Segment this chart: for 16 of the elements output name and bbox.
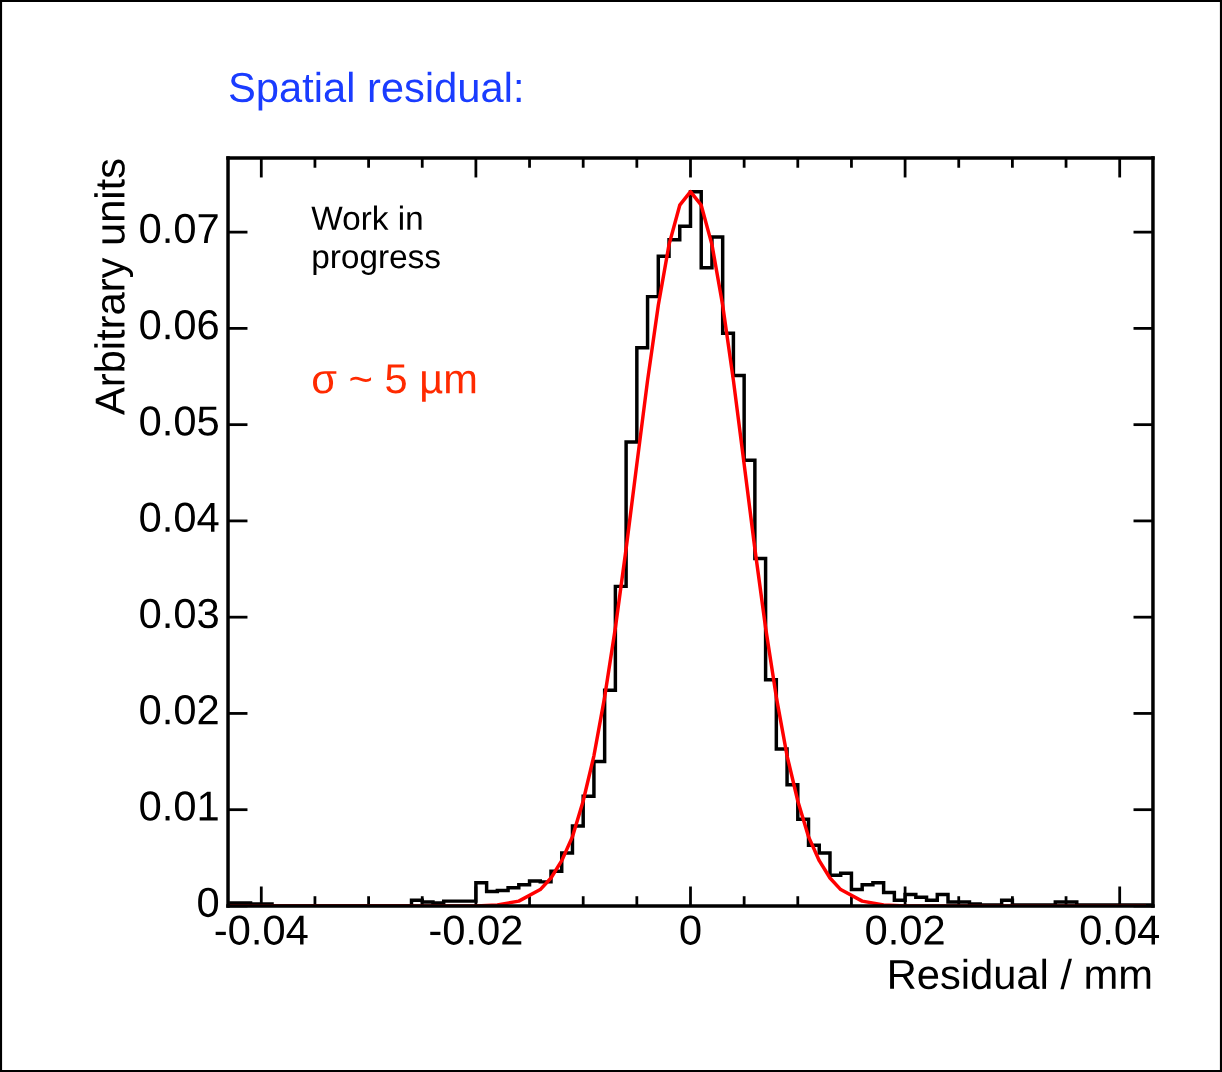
y-tick-label: 0.07	[140, 213, 218, 244]
x-tick-label: 0	[680, 915, 701, 945]
chart-title: Spatial residual:	[229, 71, 521, 111]
x-axis-title: Residual / mm	[890, 958, 1151, 990]
x-tick-label: 0.04	[1080, 915, 1160, 945]
y-tick-label: 0.03	[140, 598, 218, 629]
y-tick-label: 0.02	[140, 695, 218, 725]
y-axis-title: Arbitrary units	[94, 159, 134, 415]
x-tick-label: -0.02	[430, 915, 522, 945]
y-tick-label: 0.04	[140, 502, 219, 533]
y-tick-label: 0.06	[140, 310, 218, 340]
x-tick-label: 0.02	[866, 915, 944, 945]
annotation: σ ~ 5 µm	[313, 364, 476, 402]
annotation: Work in progress	[311, 205, 440, 275]
y-tick-label: 0.05	[140, 406, 218, 436]
y-tick-label: 0.01	[140, 791, 218, 821]
